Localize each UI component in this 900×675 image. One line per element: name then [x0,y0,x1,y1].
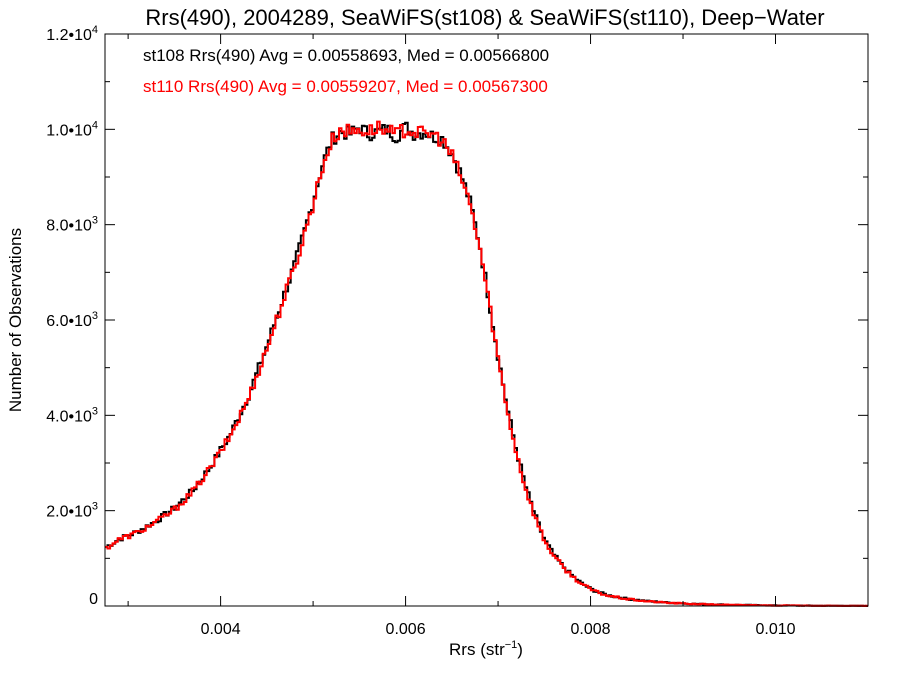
y-tick-mantissa-2: 4.0•10 [46,408,92,425]
y-tick-label-6: 1.2•104 [46,24,98,44]
y-tick-exponent-3: 3 [92,310,98,322]
y-tick-label-3: 6.0•103 [46,310,98,330]
y-tick-mantissa-6: 1.2•10 [46,27,92,44]
x-axis-label-exponent: −1 [505,639,518,651]
y-tick-mantissa-4: 8.0•10 [46,218,92,235]
x-tick-label-1: 0.006 [386,621,426,638]
y-tick-exponent-2: 3 [92,405,98,417]
x-tick-labels: 0.004 0.006 0.008 0.010 [201,621,796,638]
y-tick-label-2: 4.0•103 [46,405,98,425]
y-tick-mantissa-1: 2.0•10 [46,504,92,521]
y-tick-label-5: 1.0•104 [46,119,98,139]
y-tick-exponent-1: 3 [92,501,98,513]
x-axis-label-close: ) [517,640,523,659]
x-tick-label-2: 0.008 [571,621,611,638]
y-tick-label-4: 8.0•103 [46,215,98,235]
y-tick-exponent-6: 4 [92,24,98,36]
chart-title: Rrs(490), 2004289, SeaWiFS(st108) & SeaW… [145,5,824,30]
y-tick-exponent-5: 4 [92,119,98,131]
y-tick-mantissa-5: 1.0•10 [46,122,92,139]
x-axis-label: Rrs (str−1) [449,639,523,659]
annotation-st108: st108 Rrs(490) Avg = 0.00558693, Med = 0… [143,46,549,65]
series-layer [105,120,868,607]
annotation-st110: st110 Rrs(490) Avg = 0.00559207, Med = 0… [143,77,548,96]
y-tick-mantissa-0: 0 [89,591,98,608]
x-axis-label-text: Rrs (str [449,640,505,659]
y-axis-label: Number of Observations [6,228,25,412]
x-tick-label-0: 0.004 [201,621,241,638]
series-line-1 [105,120,868,607]
y-tick-labels: 02.0•1034.0•1036.0•1038.0•1031.0•1041.2•… [46,24,98,608]
y-tick-exponent-4: 3 [92,215,98,227]
y-tick-label-1: 2.0•103 [46,501,98,521]
y-tick-mantissa-3: 6.0•10 [46,313,92,330]
ticks-layer [105,33,868,607]
y-tick-label-0: 0 [89,591,98,608]
x-tick-label-3: 0.010 [755,621,795,638]
